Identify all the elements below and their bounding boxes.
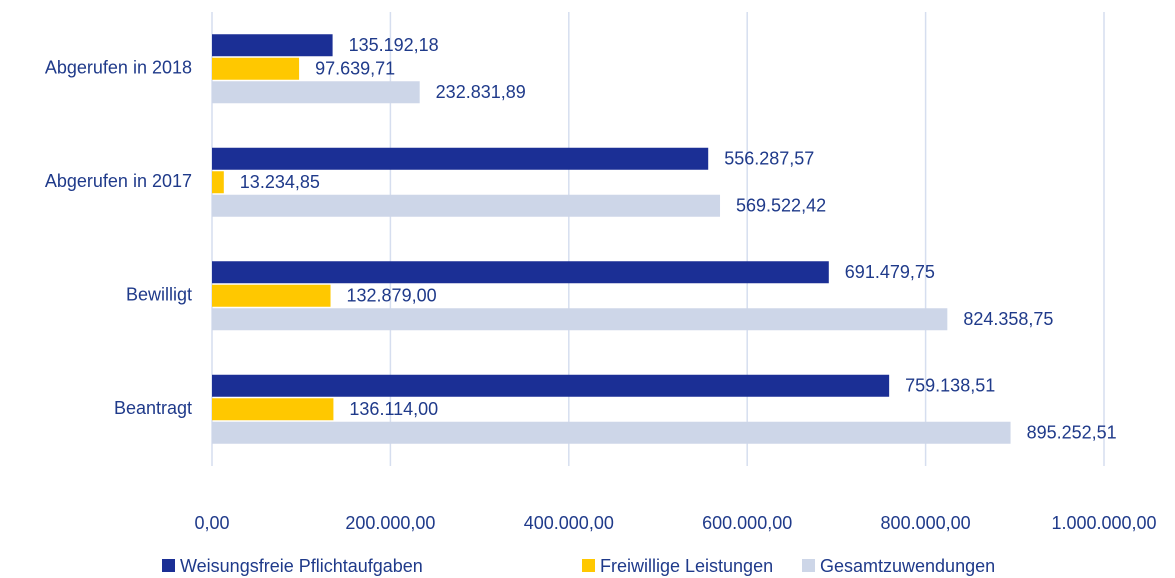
bar [212, 261, 829, 284]
legend-swatch [582, 559, 595, 572]
value-label: 824.358,75 [963, 309, 1053, 329]
value-label: 13.234,85 [240, 172, 320, 192]
value-label: 97.639,71 [315, 59, 395, 79]
y-tick-label: Abgerufen in 2017 [45, 171, 192, 191]
value-label: 132.879,00 [347, 286, 437, 306]
bar [212, 308, 948, 331]
bar [212, 171, 224, 194]
value-label: 232.831,89 [436, 82, 526, 102]
bar [212, 374, 890, 397]
bar [212, 147, 709, 170]
value-label: 759.138,51 [905, 376, 995, 396]
y-tick-label: Beantragt [114, 398, 192, 418]
y-tick-label: Bewilligt [126, 285, 192, 305]
value-label: 895.252,51 [1027, 423, 1117, 443]
legend-label: Weisungsfreie Pflichtaufgaben [180, 556, 423, 576]
x-tick-label: 400.000,00 [524, 513, 614, 533]
value-label: 136.114,00 [349, 399, 438, 419]
x-tick-label: 1.000.000,00 [1051, 513, 1156, 533]
x-tick-label: 800.000,00 [881, 513, 971, 533]
value-label: 556.287,57 [724, 149, 814, 169]
legend-label: Freiwillige Leistungen [600, 556, 773, 576]
legend-swatch [802, 559, 815, 572]
bar [212, 398, 334, 421]
bar [212, 284, 331, 307]
legend-swatch [162, 559, 175, 572]
bar [212, 194, 721, 217]
x-tick-label: 0,00 [194, 513, 229, 533]
bar [212, 81, 420, 104]
y-tick-label: Abgerufen in 2018 [45, 58, 192, 78]
value-label: 691.479,75 [845, 262, 935, 282]
value-label: 569.522,42 [736, 196, 826, 216]
legend-label: Gesamtzuwendungen [820, 556, 995, 576]
x-tick-label: 600.000,00 [702, 513, 792, 533]
bar [212, 34, 333, 57]
x-tick-label: 200.000,00 [345, 513, 435, 533]
value-label: 135.192,18 [349, 35, 439, 55]
bar [212, 421, 1011, 444]
bar [212, 57, 300, 80]
